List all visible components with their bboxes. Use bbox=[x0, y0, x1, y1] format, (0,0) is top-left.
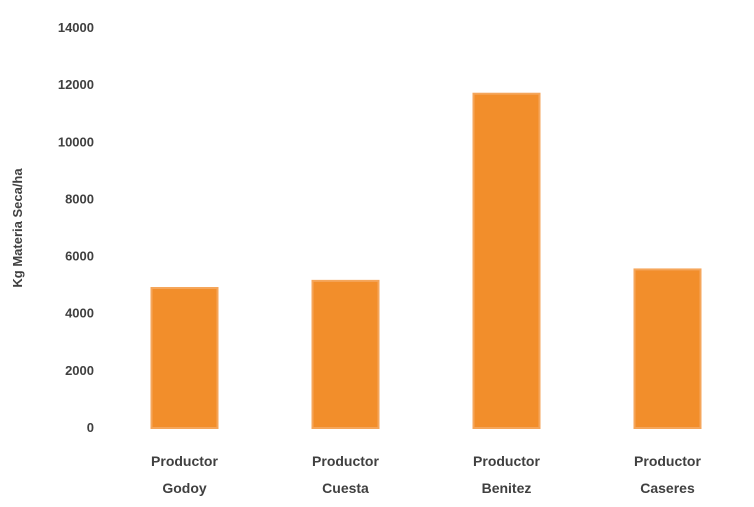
y-axis-title: Kg Materia Seca/ha bbox=[10, 168, 25, 288]
bar bbox=[633, 268, 702, 429]
x-tick-label: Productor bbox=[151, 453, 218, 469]
x-tick-label: Caseres bbox=[640, 480, 695, 496]
bar bbox=[311, 279, 380, 429]
x-axis-ticks: Productor Godoy Productor Cuesta Productor Be… bbox=[151, 453, 701, 496]
x-tick-label: Benitez bbox=[482, 480, 532, 496]
y-tick-label: 10000 bbox=[58, 134, 94, 149]
x-tick-label: Productor bbox=[473, 453, 540, 469]
y-axis-ticks: 0 2000 4000 6000 8000 10000 12000 14000 bbox=[58, 20, 94, 435]
y-tick-label: 2000 bbox=[65, 363, 94, 378]
bars bbox=[150, 92, 702, 429]
x-tick-label: Productor bbox=[312, 453, 379, 469]
y-tick-label: 8000 bbox=[65, 191, 94, 206]
x-tick-label: Productor bbox=[634, 453, 701, 469]
y-tick-label: 0 bbox=[87, 420, 94, 435]
y-tick-label: 12000 bbox=[58, 77, 94, 92]
bar bbox=[472, 92, 541, 429]
x-tick-label: Cuesta bbox=[322, 480, 369, 496]
x-tick-label: Godoy bbox=[162, 480, 207, 496]
y-tick-label: 6000 bbox=[65, 249, 94, 264]
bar bbox=[150, 287, 219, 429]
y-tick-label: 14000 bbox=[58, 20, 94, 35]
y-tick-label: 4000 bbox=[65, 306, 94, 321]
